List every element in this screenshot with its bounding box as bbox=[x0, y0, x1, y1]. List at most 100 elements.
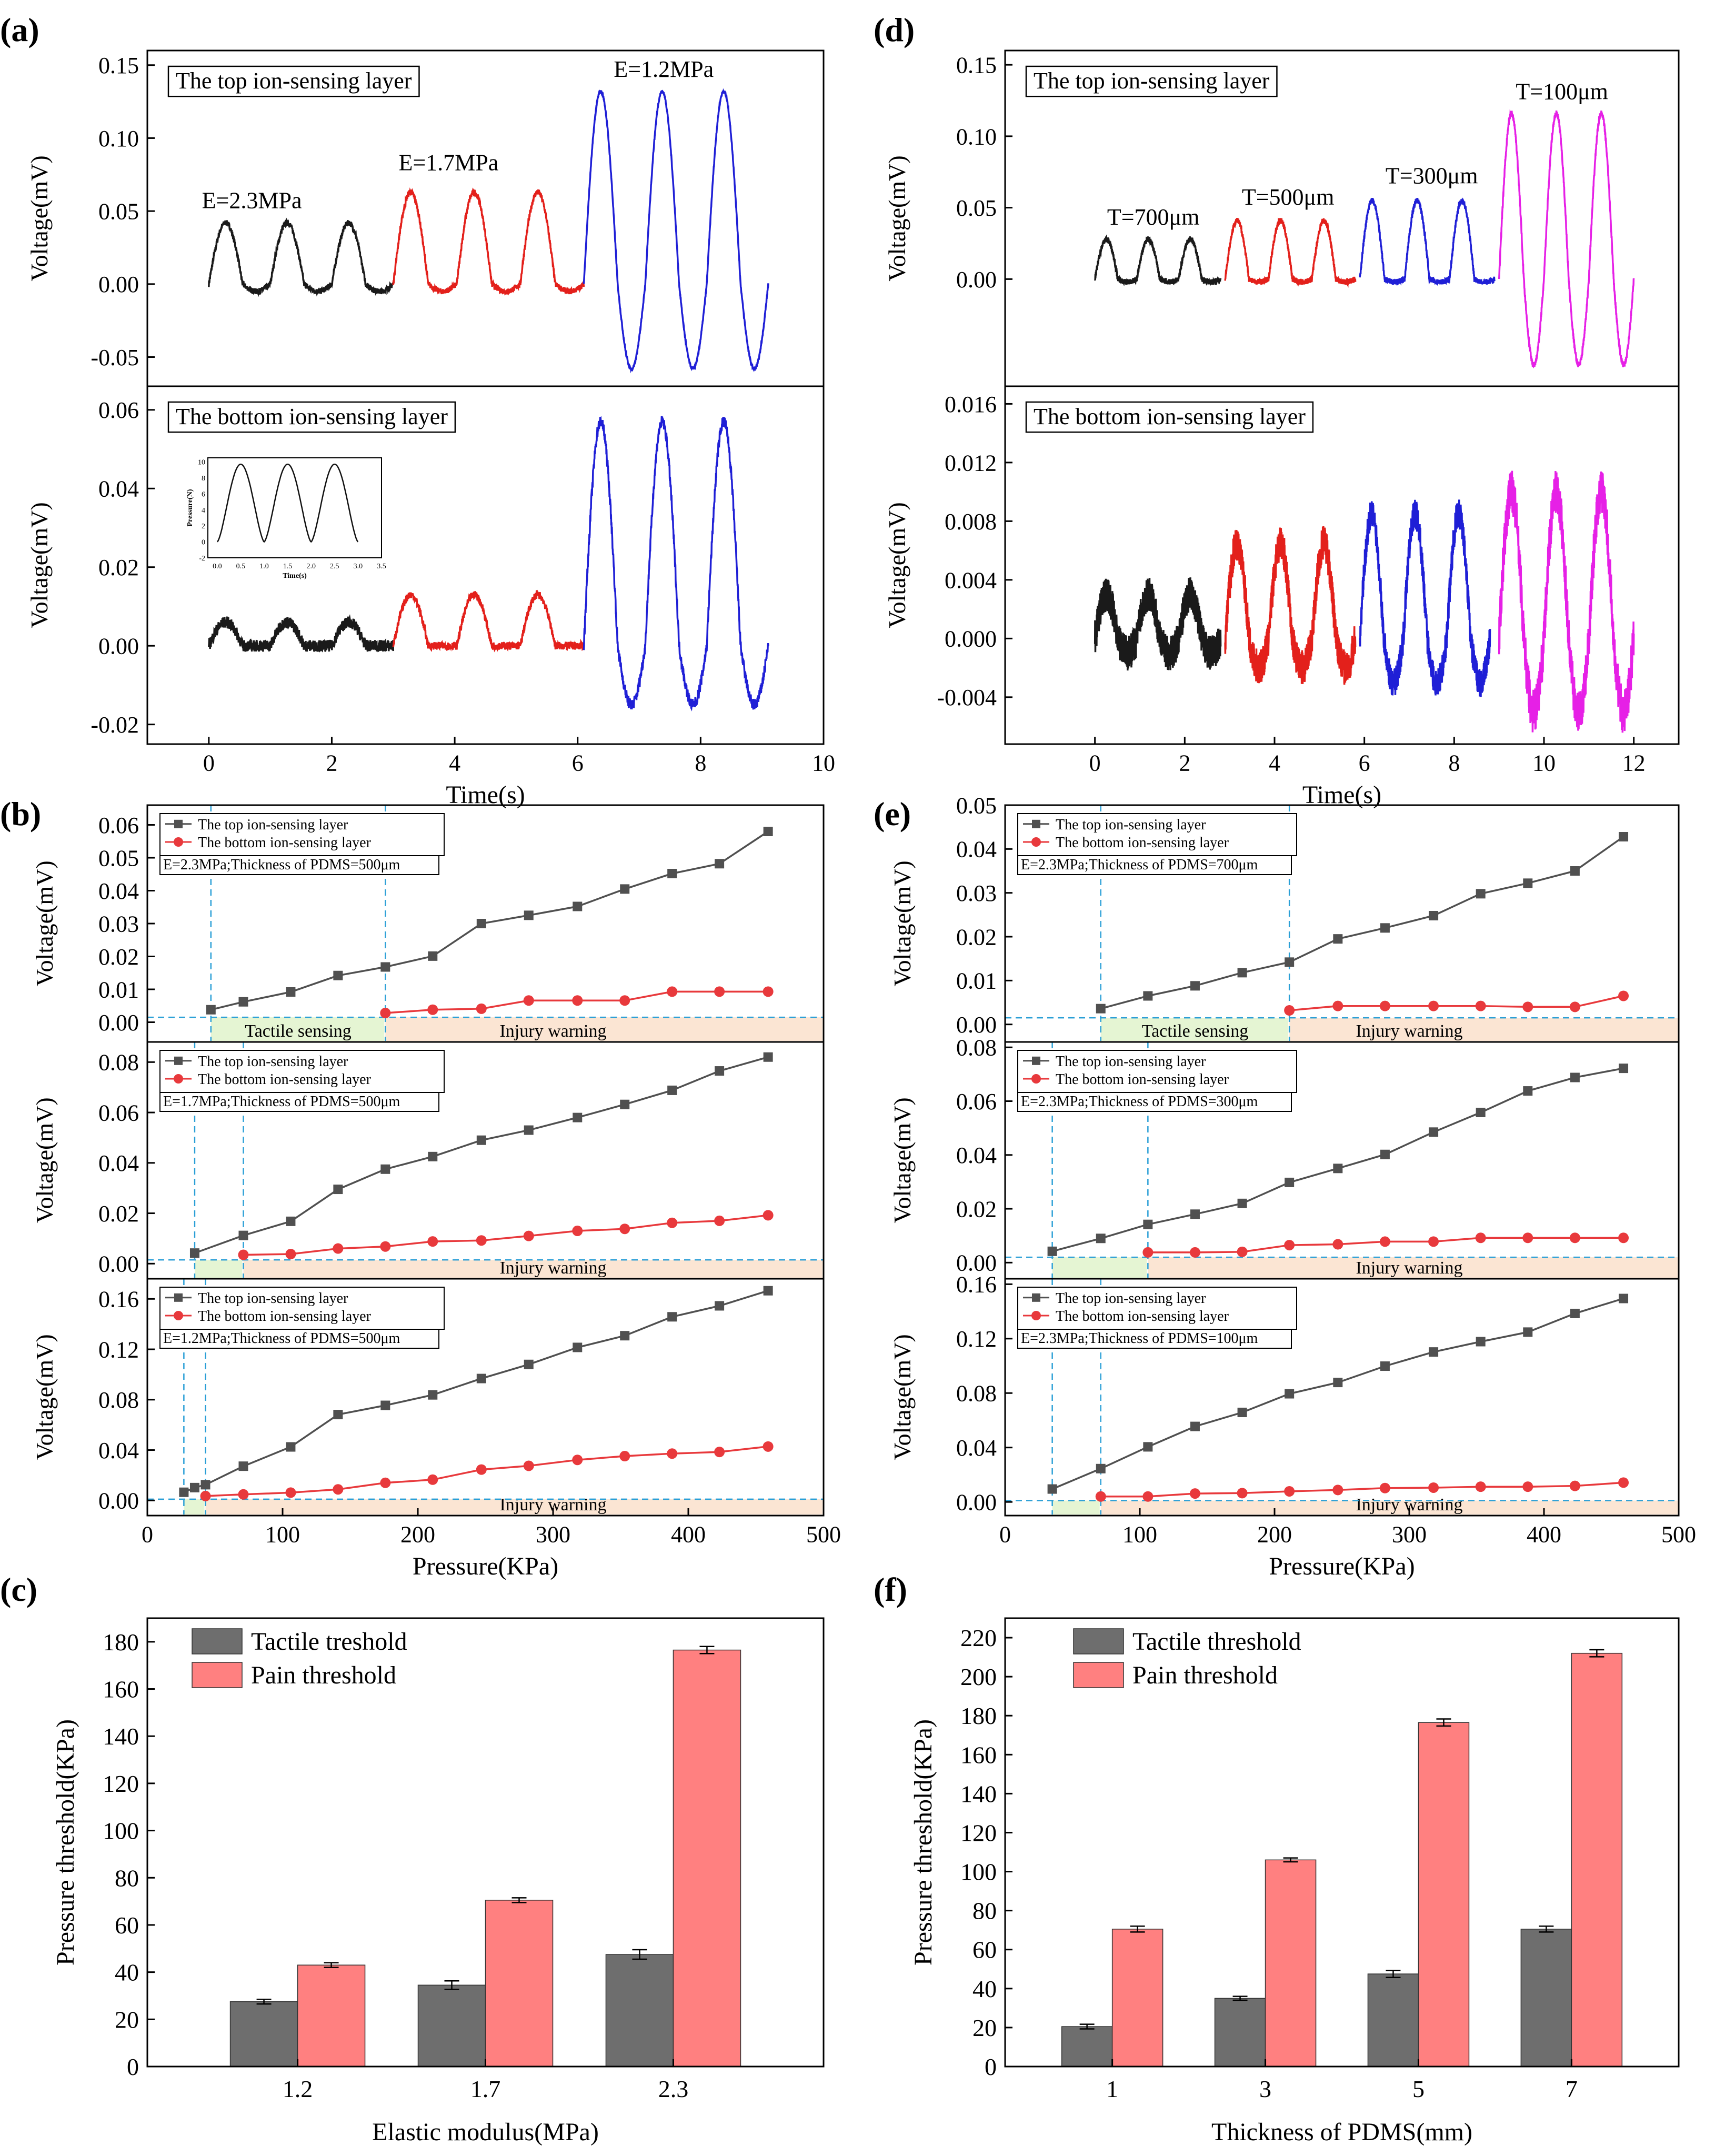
b1-ytick-label: 0.05 bbox=[98, 845, 139, 871]
b3-ytick-label: 0.00 bbox=[98, 1488, 139, 1514]
c-ytick-label: 120 bbox=[103, 1770, 139, 1797]
f-xlabel: Thickness of PDMS(mm) bbox=[1211, 2118, 1472, 2146]
b3-point-top bbox=[476, 1373, 486, 1383]
a-top-ylabel: Voltage(mV) bbox=[26, 155, 53, 281]
e3-frame bbox=[1004, 1278, 1680, 1517]
c-bar-tactile bbox=[229, 2001, 298, 2067]
e3-point-top bbox=[1096, 1463, 1106, 1473]
a-top-ytick-label: -0.05 bbox=[91, 345, 139, 370]
a-bottom-frame bbox=[146, 385, 825, 745]
a-top-ytick-label: 0.10 bbox=[98, 126, 139, 152]
b1-legend-marker-top bbox=[174, 819, 183, 828]
e2-point-top bbox=[1047, 1246, 1057, 1256]
a-top-series-2 bbox=[583, 88, 769, 374]
b3-point-bottom bbox=[333, 1484, 344, 1495]
e1-point-bottom bbox=[1618, 990, 1629, 1001]
e3-point-top bbox=[1190, 1421, 1200, 1431]
e2-band-1 bbox=[1148, 1257, 1678, 1278]
e2-ytick-label: 0.04 bbox=[956, 1142, 997, 1168]
f-ytick-label: 40 bbox=[972, 1976, 997, 2002]
b1-point-top bbox=[524, 910, 534, 920]
e3-point-bottom bbox=[1379, 1482, 1390, 1493]
b3-point-top bbox=[286, 1442, 296, 1452]
c-ytick-label: 160 bbox=[103, 1676, 139, 1703]
inset-curve bbox=[216, 463, 359, 543]
b3-condition: E=1.2MPa;Thickness of PDMS=500μm bbox=[163, 1330, 400, 1347]
c-ytick-label: 60 bbox=[115, 1912, 139, 1939]
e2-point-top bbox=[1476, 1107, 1486, 1117]
b2-point-bottom bbox=[333, 1243, 344, 1254]
a-top-series-1 bbox=[392, 187, 585, 296]
d-bottom-title-box bbox=[1025, 401, 1314, 433]
b1-point-bottom bbox=[427, 1004, 438, 1015]
d-top-ylabel: Voltage(mV) bbox=[884, 155, 910, 281]
d-bottom-ylabel: Voltage(mV) bbox=[884, 502, 910, 628]
e3-point-bottom bbox=[1142, 1491, 1154, 1502]
b2-point-top bbox=[620, 1099, 630, 1109]
d-top-series-2 bbox=[1359, 197, 1496, 286]
c-bar-tactile bbox=[605, 1954, 674, 2067]
b3-ylabel: Voltage(mV) bbox=[31, 1334, 58, 1460]
e1-point-top bbox=[1476, 889, 1486, 899]
e3-point-bottom bbox=[1332, 1485, 1343, 1496]
b2-point-bottom bbox=[285, 1249, 296, 1260]
e1-point-bottom bbox=[1379, 1000, 1390, 1011]
b2-point-top bbox=[238, 1230, 248, 1240]
d-bottom-xtick-label: 8 bbox=[1448, 750, 1460, 776]
f-xtick-label: 7 bbox=[1566, 2075, 1578, 2102]
b3-xtick-label: 100 bbox=[265, 1522, 300, 1548]
e3-ytick-label: 0.16 bbox=[956, 1272, 997, 1298]
e2-point-top bbox=[1285, 1177, 1295, 1187]
e2-point-bottom bbox=[1332, 1239, 1343, 1250]
c-ytick-label: 40 bbox=[115, 1959, 139, 1986]
b3-point-top bbox=[179, 1487, 189, 1497]
b3-point-top bbox=[715, 1301, 725, 1311]
e3-ytick-label: 0.08 bbox=[956, 1381, 997, 1407]
panel-label-d: (d) bbox=[874, 11, 915, 48]
b3-ytick-label: 0.08 bbox=[98, 1387, 139, 1413]
e1-point-top bbox=[1570, 866, 1580, 876]
b2-ylabel: Voltage(mV) bbox=[31, 1097, 58, 1223]
b1-ylabel: Voltage(mV) bbox=[31, 860, 58, 986]
d-bottom-xlabel: Time(s) bbox=[1302, 781, 1381, 809]
e1-point-top bbox=[1237, 968, 1247, 978]
c-ytick-label: 80 bbox=[115, 1864, 139, 1891]
b1-point-top bbox=[206, 1005, 216, 1015]
b3-point-bottom bbox=[285, 1487, 296, 1498]
d-top-series-3 bbox=[1498, 109, 1635, 369]
b3-point-top bbox=[333, 1410, 343, 1420]
d-bottom-ytick-label: 0.004 bbox=[945, 567, 997, 593]
b1-band-label-0: Tactile sensing bbox=[245, 1021, 352, 1041]
b2-point-top bbox=[428, 1151, 438, 1161]
d-bottom-series-3 bbox=[1498, 470, 1635, 733]
e3-xlabel: Pressure(KPa) bbox=[1269, 1552, 1415, 1580]
a-top-ytick-label: 0.00 bbox=[98, 272, 139, 297]
f-bar-tactile bbox=[1061, 2026, 1113, 2067]
inset-ytick-label: 2 bbox=[202, 523, 205, 530]
e1-ytick-label: 0.05 bbox=[956, 793, 997, 818]
inset-ytick-label: 0 bbox=[202, 539, 205, 547]
d-bottom-ytick-label: 0.016 bbox=[945, 392, 997, 417]
e3-point-bottom bbox=[1428, 1482, 1439, 1493]
b1-point-bottom bbox=[763, 986, 774, 997]
b3-point-bottom bbox=[523, 1460, 534, 1471]
b1-point-top bbox=[667, 869, 677, 878]
b1-legend-box bbox=[159, 813, 445, 856]
e3-point-bottom bbox=[1095, 1491, 1106, 1502]
b2-band-label-1: Injury warning bbox=[499, 1258, 606, 1278]
b3-point-top bbox=[667, 1312, 677, 1322]
d-bottom-series-2 bbox=[1359, 499, 1491, 697]
c-ytick-label: 20 bbox=[115, 2006, 139, 2033]
e3-point-top bbox=[1285, 1389, 1295, 1399]
e1-band-1 bbox=[1289, 1018, 1678, 1041]
b2-point-top bbox=[380, 1164, 390, 1174]
b2-legend-top: The top ion-sensing layer bbox=[198, 1054, 348, 1070]
f-ytick-label: 20 bbox=[972, 2014, 997, 2041]
f-bar-pain bbox=[1265, 1859, 1317, 2067]
e3-point-top bbox=[1237, 1407, 1247, 1417]
b2-point-bottom bbox=[427, 1236, 438, 1247]
e1-band-label-0: Tactile sensing bbox=[1142, 1021, 1249, 1041]
f-bar-tactile bbox=[1367, 1973, 1419, 2067]
